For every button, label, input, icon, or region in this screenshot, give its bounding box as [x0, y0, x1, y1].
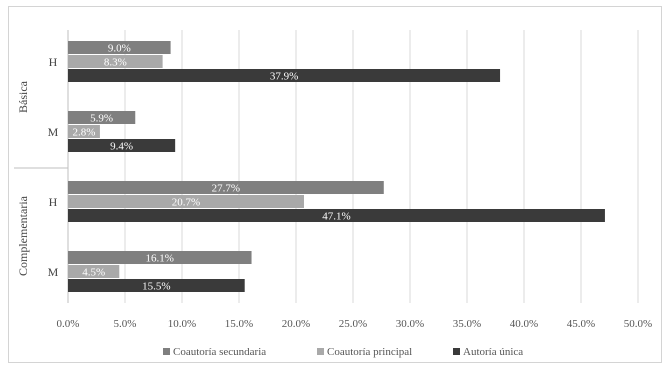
legend-entry: Coautoría secundaria	[173, 346, 266, 358]
legend-entry: Coautoría principal	[327, 346, 412, 358]
x-tick-label: 5.0%	[114, 318, 137, 330]
category-label: H	[49, 195, 58, 209]
bar	[68, 251, 252, 264]
category-label: H	[49, 55, 58, 69]
x-tick-labels: 0.0% 5.0% 10.0% 15.0% 20.0% 25.0% 30.0% 35.0% 40…	[57, 318, 653, 330]
bar	[68, 69, 501, 82]
category-label: M	[48, 125, 59, 139]
data-label: 27.7%	[212, 183, 240, 195]
x-tick-label: 25.0%	[339, 318, 367, 330]
chart-frame	[8, 6, 662, 363]
data-label: 15.5%	[142, 281, 170, 293]
category-label: M	[48, 265, 59, 279]
data-label: 8.3%	[104, 57, 127, 69]
x-tick-label: 20.0%	[282, 318, 310, 330]
x-tick-label: 0.0%	[57, 318, 80, 330]
x-tick-label: 35.0%	[453, 318, 481, 330]
data-label: 37.9%	[270, 71, 298, 83]
bar	[68, 265, 120, 278]
bar	[68, 41, 171, 54]
legend-swatch	[453, 348, 460, 355]
x-tick-label: 10.0%	[168, 318, 196, 330]
x-tick-label: 50.0%	[624, 318, 652, 330]
legend-swatch	[317, 348, 324, 355]
bar	[68, 279, 245, 292]
data-label: 9.4%	[110, 141, 133, 153]
x-tick-label: 45.0%	[567, 318, 595, 330]
group-label: Básica	[16, 80, 30, 113]
bar	[68, 195, 304, 208]
category-labels: H M H M	[48, 55, 59, 279]
bar	[68, 139, 176, 152]
data-label: 16.1%	[146, 253, 174, 265]
data-label: 5.9%	[90, 113, 113, 125]
bar	[68, 111, 136, 124]
data-label: 2.8%	[72, 127, 95, 139]
bar	[68, 55, 163, 68]
legend: Coautoría secundaria Coautoría principal A…	[163, 346, 523, 358]
x-tick-label: 40.0%	[510, 318, 538, 330]
data-label: 47.1%	[322, 211, 350, 223]
data-label: 20.7%	[172, 197, 200, 209]
legend-entry: Autoría única	[463, 346, 523, 358]
data-label: 9.0%	[108, 43, 131, 55]
legend-swatch	[163, 348, 170, 355]
bar	[68, 181, 384, 194]
x-tick-label: 15.0%	[225, 318, 253, 330]
bar	[68, 125, 100, 138]
x-tick-label: 30.0%	[396, 318, 424, 330]
group-labels: Básica Complementaria	[14, 30, 69, 303]
group-label: Complementaria	[16, 195, 30, 276]
data-labels: 9.0% 5.9% 27.7% 16.1% 8.3% 2.8% 20.7% 4.5% 37.9%…	[72, 43, 350, 293]
data-label: 4.5%	[82, 267, 105, 279]
bar	[68, 209, 605, 222]
bars	[68, 41, 605, 292]
